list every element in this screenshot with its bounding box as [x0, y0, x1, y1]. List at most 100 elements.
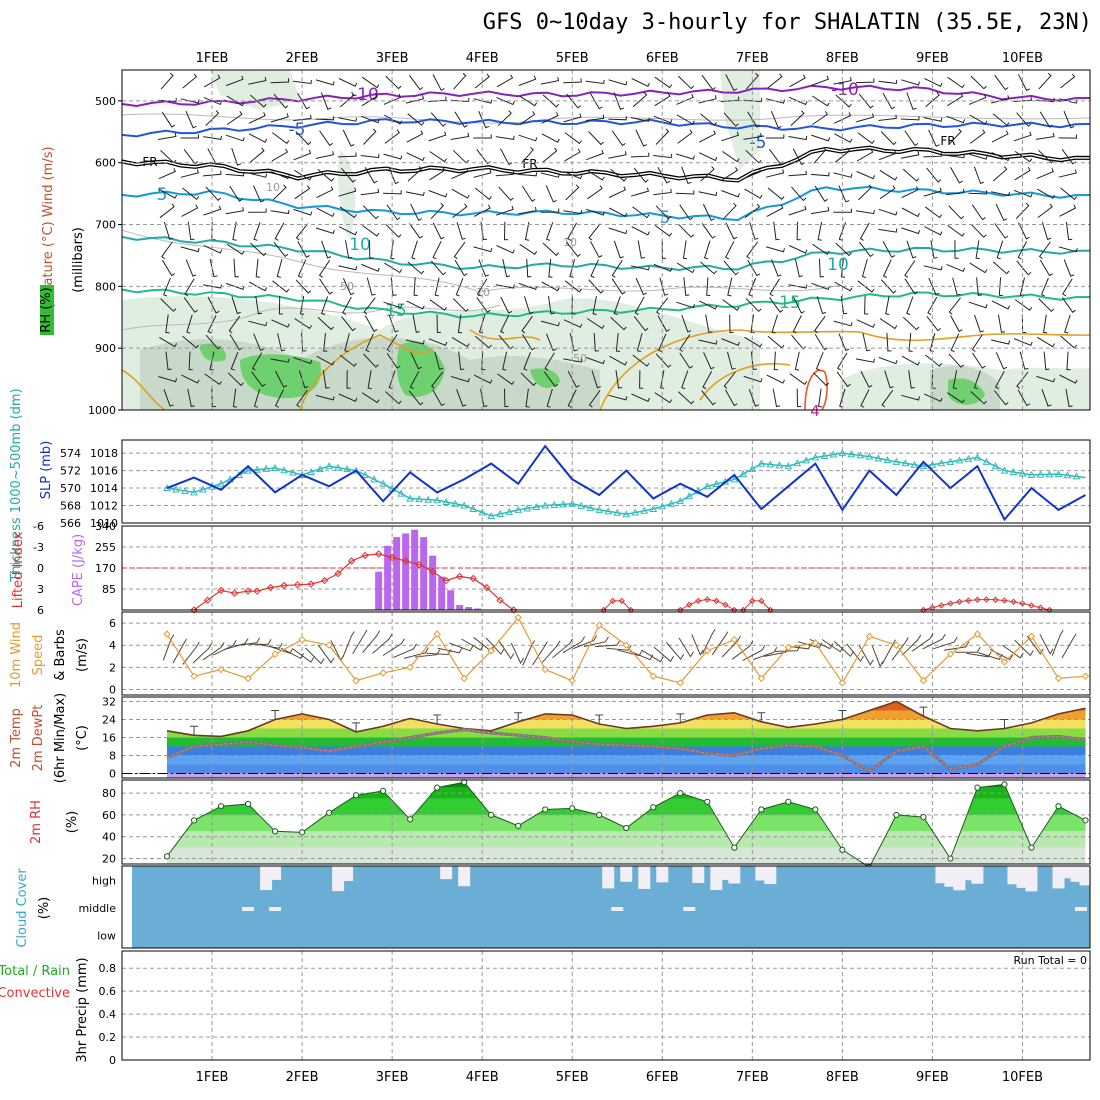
wind-barb — [788, 284, 808, 289]
wind-barb — [542, 94, 560, 108]
wind-barb — [566, 241, 581, 258]
wind-barb — [858, 184, 873, 201]
wind-barb — [609, 207, 628, 217]
wind-speed-point — [838, 679, 847, 687]
slp-tick: 1014 — [90, 482, 118, 495]
wind-barb — [901, 394, 920, 401]
slp-tick: 1016 — [90, 465, 118, 478]
wind-axis-label-4: (m/s) — [75, 638, 90, 672]
wind-barb — [679, 334, 691, 352]
rh-band — [167, 831, 1086, 848]
wind-barb — [792, 148, 805, 166]
wind-barb — [770, 111, 782, 129]
wind-barb — [991, 300, 1011, 310]
wind-barb — [1041, 221, 1052, 241]
wind-speed-point — [973, 630, 982, 638]
isotherm--5 — [121, 118, 1091, 138]
thickness-point — [847, 450, 856, 458]
wind-barb — [180, 169, 199, 178]
thickness-point — [577, 501, 586, 509]
wind-barb — [369, 240, 374, 259]
wind-barb — [989, 649, 1014, 661]
thickness-point — [964, 454, 973, 462]
wind-barb — [788, 170, 807, 177]
wind-barb — [480, 388, 488, 408]
wind-barb — [698, 191, 718, 196]
wind-barb — [229, 185, 243, 202]
wind-barb — [711, 631, 729, 656]
rh-point — [569, 805, 576, 812]
wind-axis-label-1-text: 10m Wind — [9, 622, 24, 688]
thickness-point — [883, 456, 892, 464]
wind-barb — [365, 333, 374, 353]
wind-barb — [992, 113, 1010, 126]
wind-speed-point — [514, 613, 522, 622]
rh-point — [217, 803, 225, 810]
cloud-clear-cell — [728, 866, 741, 884]
li-point — [347, 557, 356, 565]
cloud-clear-cell — [341, 866, 354, 882]
temp-axis-label-3: (6hr Min/Max) — [53, 693, 68, 783]
cape-bar — [447, 590, 455, 610]
wind-speed-point — [487, 647, 495, 655]
wind-barb — [317, 317, 334, 331]
wind-barb — [203, 205, 222, 216]
wind-barb — [857, 280, 875, 293]
wind-barb — [676, 301, 695, 309]
thickness-point — [496, 509, 505, 517]
wind-barb — [838, 333, 850, 352]
wind-barb — [257, 642, 283, 649]
wind-barb — [542, 242, 560, 257]
wind-barb — [502, 351, 508, 371]
date-label-top: 1FEB — [196, 51, 229, 66]
wind-barb — [564, 280, 582, 293]
wind-barb — [1014, 150, 1033, 163]
wind-barb — [837, 352, 848, 371]
cape-bar — [438, 576, 446, 610]
wind-barb — [361, 263, 380, 272]
cape-axis-label: CAPE (J/kg) — [71, 534, 86, 606]
wind-barb — [430, 112, 447, 127]
wind-barb — [526, 258, 532, 278]
wind-speed-point — [757, 674, 766, 683]
wind-barb — [861, 258, 868, 278]
wind-barb — [406, 130, 424, 143]
wind-barb — [274, 222, 285, 241]
wind-barb — [631, 78, 650, 87]
wind-barb — [655, 353, 672, 368]
wind-barb — [280, 647, 305, 660]
wind-barb — [675, 190, 695, 195]
cloud-clear-cell — [710, 866, 723, 891]
wind-barb — [838, 185, 850, 203]
wind-barb — [796, 221, 801, 241]
thickness-point — [1072, 472, 1081, 480]
thickness-point — [802, 456, 811, 464]
wind-barb — [496, 205, 514, 216]
thickness-point — [658, 502, 667, 510]
thickness-point — [1036, 470, 1045, 478]
rh-point — [974, 784, 981, 791]
wind-barb — [182, 187, 200, 200]
wind-barb — [611, 260, 623, 278]
wind-barb — [860, 370, 873, 388]
wind-barb — [293, 648, 315, 663]
wind-barb — [902, 168, 920, 182]
wind-barb — [609, 355, 628, 366]
wind-barb — [293, 79, 312, 85]
thickness-point — [604, 507, 613, 515]
wind-barb — [878, 357, 898, 365]
isotherm-10 — [121, 235, 1091, 272]
wind-barb — [954, 240, 959, 259]
wind-barb — [703, 352, 715, 370]
wind-barb — [880, 131, 897, 146]
wind-barb — [727, 351, 736, 370]
wind-barb — [277, 333, 286, 352]
wind-barb — [226, 243, 245, 255]
wind-barb — [818, 388, 823, 408]
wind-barb — [207, 148, 220, 166]
slp-axis-label-text: SLP (mb) — [39, 441, 54, 500]
wind-barb — [744, 336, 763, 348]
wind-barb — [966, 651, 992, 658]
wind-barb — [563, 171, 583, 180]
thickness-point — [487, 511, 496, 520]
